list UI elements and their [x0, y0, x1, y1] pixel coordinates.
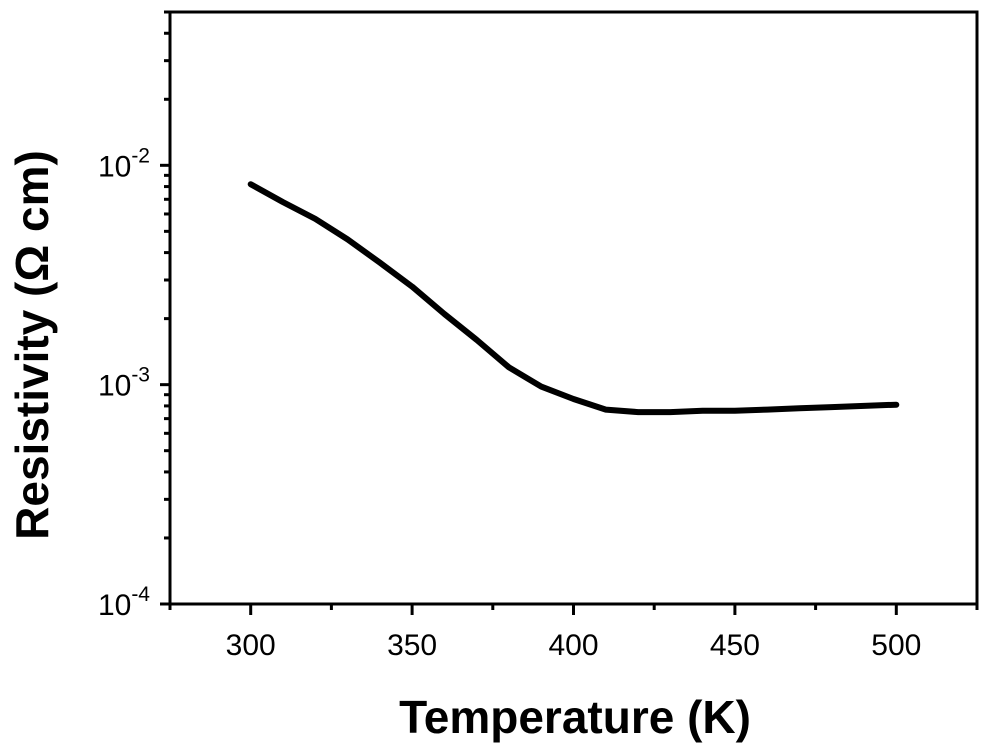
- resistivity-series-line: [251, 184, 897, 412]
- x-axis-ticks: [170, 604, 977, 615]
- x-tick-label: 500: [871, 629, 921, 662]
- plot-frame: [170, 12, 977, 604]
- y-tick-label-base: 10: [98, 370, 131, 403]
- x-tick-label: 350: [387, 629, 437, 662]
- y-axis-tick-labels: 10-410-310-2: [98, 144, 150, 622]
- x-tick-label: 450: [710, 629, 760, 662]
- series-layer: [251, 184, 897, 412]
- x-axis-title: Temperature (K): [399, 691, 751, 743]
- y-tick-label-exponent: -2: [131, 144, 150, 167]
- x-tick-label: 300: [226, 629, 276, 662]
- y-tick-label: 10-2: [98, 144, 150, 183]
- y-tick-label: 10-3: [98, 364, 150, 403]
- y-tick-label-exponent: -4: [131, 583, 150, 606]
- y-tick-label-base: 10: [98, 589, 131, 622]
- x-axis-tick-labels: 300 350 400 450 500: [226, 629, 922, 662]
- y-tick-label: 10-4: [98, 583, 150, 622]
- y-tick-label-exponent: -3: [131, 364, 150, 387]
- y-tick-label-base: 10: [98, 150, 131, 183]
- y-axis-title: Resistivity (Ω cm): [6, 150, 58, 540]
- x-tick-label: 400: [548, 629, 598, 662]
